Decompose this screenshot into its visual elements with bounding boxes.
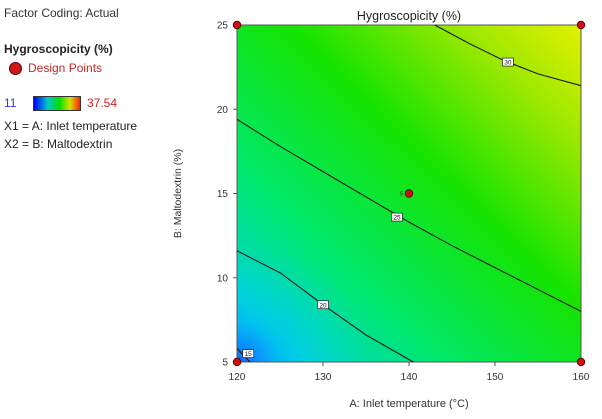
chart-title: Hygroscopicity (%) (357, 9, 461, 23)
design-point (232, 20, 242, 30)
design-point (232, 357, 242, 367)
contour-label-box (242, 349, 255, 358)
x-tick-label: 150 (487, 372, 504, 383)
design-point (576, 357, 586, 367)
y-tick-label: 15 (217, 189, 229, 200)
design-point-marker-icon (9, 62, 22, 75)
y-tick-label: 5 (222, 358, 228, 369)
x-axis-label: A: Inlet temperature (°C) (349, 398, 468, 410)
response-title: Hygroscopicity (%) (4, 42, 113, 56)
contour-label: 20 (319, 302, 327, 309)
contour-label: 30 (504, 60, 512, 67)
contour-label-box (317, 300, 329, 310)
contour-label-box (502, 57, 514, 67)
contour-label: 15 (245, 351, 253, 358)
contour-line-25 (236, 118, 582, 312)
color-scale-bar (33, 96, 81, 111)
low-value-region (237, 244, 366, 362)
design-point (576, 20, 586, 30)
design-points-label: Design Points (28, 61, 103, 75)
contour-label: 25 (393, 215, 401, 222)
x-tick-label: 160 (573, 372, 590, 383)
y-axis-label: B: Maltodextrin (%) (172, 149, 184, 238)
y-tick-label: 20 (217, 105, 229, 116)
x2-factor-label: X2 = B: Maltodextrin (4, 137, 113, 151)
contour-label-box (391, 212, 403, 222)
x-tick-label: 130 (315, 372, 332, 383)
factor-coding-label: Factor Coding: Actual (4, 6, 119, 20)
y-tick-label: 25 (217, 21, 229, 32)
design-point-count: 5 (400, 192, 403, 198)
x-tick-label: 120 (229, 372, 246, 383)
color-scale-min: 11 (4, 96, 17, 110)
y-tick-label: 10 (217, 273, 229, 284)
x1-factor-label: X1 = A: Inlet temperature (4, 119, 138, 133)
x-tick-label: 140 (401, 372, 418, 383)
color-scale-max: 37.54 (87, 96, 118, 110)
design-point (404, 189, 414, 198)
